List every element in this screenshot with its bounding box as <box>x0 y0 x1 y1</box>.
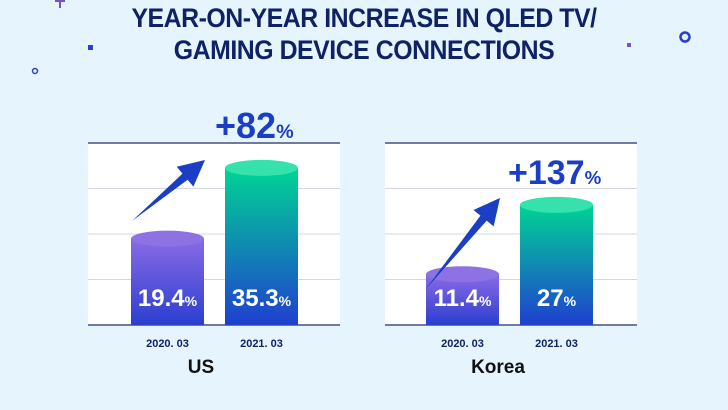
decor-circle <box>679 31 691 43</box>
x-tick-label: 2020. 03 <box>146 338 189 350</box>
bar-top <box>520 196 593 213</box>
bar <box>225 167 298 325</box>
increase-arrow-icon <box>132 160 205 221</box>
chart-title: YEAR-ON-YEAR INCREASE IN QLED TV/ GAMING… <box>29 2 699 66</box>
bar-top <box>131 230 204 247</box>
bar <box>520 204 593 325</box>
country-label: Korea <box>471 357 525 378</box>
bar <box>131 238 204 325</box>
decor-square <box>88 45 93 50</box>
increase-arrow-icon <box>425 198 500 290</box>
x-tick-label: 2020. 03 <box>441 338 484 350</box>
bar-top <box>426 266 499 283</box>
title-line-1: YEAR-ON-YEAR INCREASE IN QLED TV/ <box>131 3 597 33</box>
title-line-2: GAMING DEVICE CONNECTIONS <box>173 35 555 65</box>
bar-top <box>225 159 298 176</box>
x-tick-label: 2021. 03 <box>240 338 283 350</box>
country-label: US <box>188 357 214 378</box>
increase-label: +82% <box>215 105 294 146</box>
bar <box>426 274 499 325</box>
decor-square <box>627 43 631 47</box>
decor-cross <box>55 0 65 8</box>
x-tick-label: 2021. 03 <box>535 338 578 350</box>
decor-circle <box>31 67 39 75</box>
